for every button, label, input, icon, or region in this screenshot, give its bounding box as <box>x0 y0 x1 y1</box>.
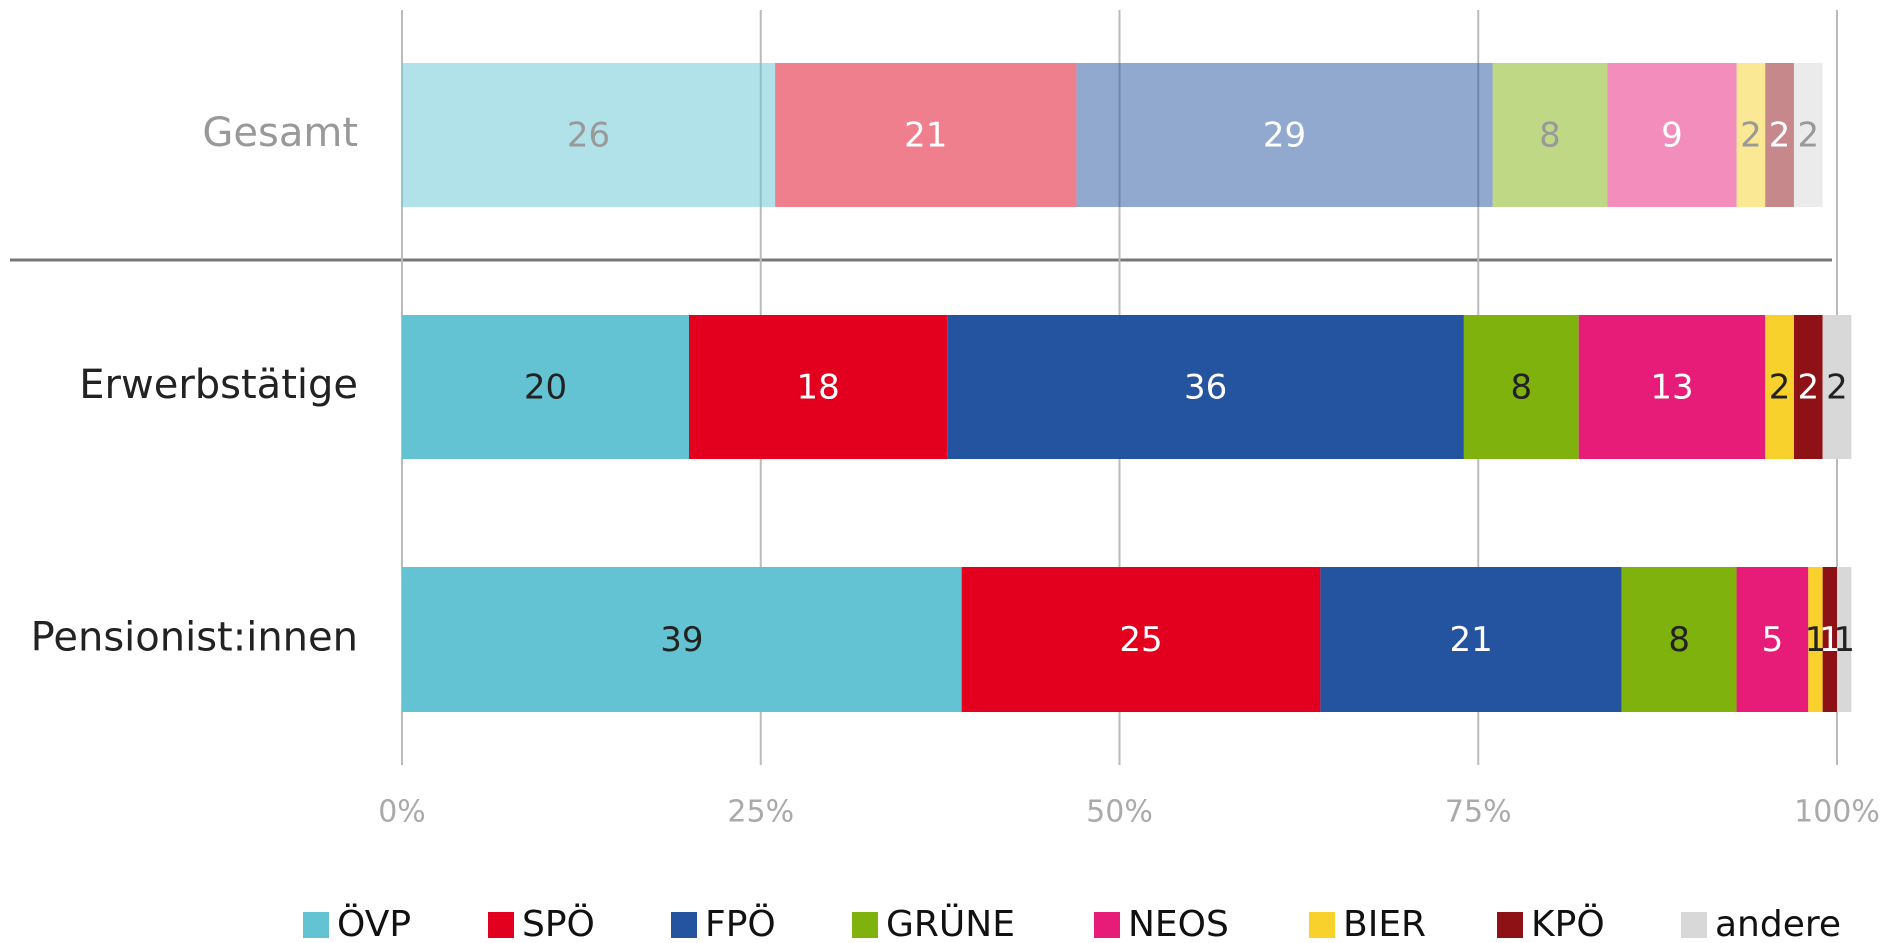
bar-segment <box>1793 63 1823 207</box>
bar-segment <box>1793 315 1823 459</box>
bar-segment <box>1808 567 1823 712</box>
value-label: 21 <box>904 116 947 156</box>
value-label: 25 <box>1119 620 1162 660</box>
value-label: 8 <box>1539 116 1561 156</box>
bar-segment <box>775 63 1077 207</box>
x-tick-label: 75% <box>1445 795 1512 830</box>
value-label: 2 <box>1826 368 1848 408</box>
bar-segment <box>1765 63 1794 207</box>
legend-swatch <box>488 912 514 938</box>
x-tick-label: 100% <box>1794 795 1880 830</box>
bar-segment <box>1076 63 1493 207</box>
category-label: Erwerbstätige <box>79 362 358 408</box>
bar-segment <box>1320 567 1622 712</box>
bar-segment <box>689 315 948 459</box>
bar-segment <box>961 567 1321 712</box>
bar-segment <box>1736 567 1809 712</box>
value-label: 39 <box>660 620 703 660</box>
legend-swatch <box>1309 912 1335 938</box>
value-label: 2 <box>1797 116 1819 156</box>
legend-swatch <box>1094 912 1120 938</box>
legend-swatch <box>852 912 878 938</box>
category-label: Pensionist:innen <box>31 615 358 661</box>
legend-swatch <box>1497 912 1523 938</box>
bar-segment <box>1765 315 1794 459</box>
bar-segment <box>1492 63 1608 207</box>
value-label: 20 <box>524 368 567 408</box>
legend-swatch <box>1681 912 1707 938</box>
value-label: 26 <box>567 116 610 156</box>
legend-label: KPÖ <box>1531 903 1605 943</box>
bar-segment <box>1578 315 1766 459</box>
value-label: 29 <box>1263 116 1306 156</box>
category-label: Gesamt <box>202 110 358 156</box>
bar-segment <box>402 315 689 459</box>
bar-segment <box>402 63 776 207</box>
legend-label: BIER <box>1343 904 1426 943</box>
value-label: 2 <box>1769 116 1791 156</box>
legend-label: FPÖ <box>705 903 776 943</box>
value-label: 1 <box>1819 620 1841 660</box>
x-tick-label: 25% <box>727 795 794 830</box>
legend-label: ÖVP <box>337 903 411 943</box>
legend-swatch <box>303 912 329 938</box>
x-tick-label: 50% <box>1086 795 1153 830</box>
legend-label: andere <box>1715 904 1841 943</box>
bar-segment <box>402 567 962 712</box>
bar-segment <box>1822 567 1837 712</box>
legend-swatch <box>671 912 697 938</box>
bar-segment <box>947 315 1464 459</box>
bar-segment <box>1463 315 1579 459</box>
bar-segment <box>1621 567 1737 712</box>
value-label: 2 <box>1797 368 1819 408</box>
value-label: 36 <box>1184 368 1227 408</box>
value-label: 2 <box>1769 368 1791 408</box>
value-label: 1 <box>1805 620 1827 660</box>
bar-segment <box>1822 315 1852 459</box>
value-label: 2 <box>1740 116 1762 156</box>
value-label: 13 <box>1650 368 1693 408</box>
value-label: 1 <box>1833 620 1855 660</box>
x-tick-label: 0% <box>378 795 426 830</box>
legend-label: NEOS <box>1128 904 1229 943</box>
value-label: 8 <box>1668 620 1690 660</box>
legend-label: SPÖ <box>522 903 595 943</box>
value-label: 21 <box>1449 620 1492 660</box>
value-label: 18 <box>797 368 840 408</box>
bar-segment <box>1607 63 1737 207</box>
value-label: 5 <box>1762 620 1784 660</box>
value-label: 9 <box>1661 116 1683 156</box>
bar-segment <box>1736 63 1766 207</box>
legend-label: GRÜNE <box>886 903 1015 943</box>
bar-segment <box>1837 567 1852 712</box>
value-label: 8 <box>1510 368 1532 408</box>
